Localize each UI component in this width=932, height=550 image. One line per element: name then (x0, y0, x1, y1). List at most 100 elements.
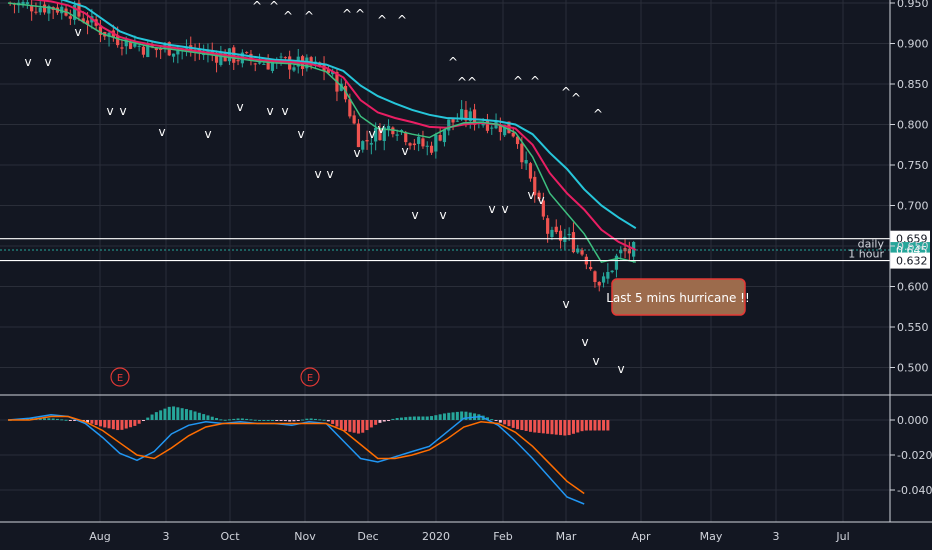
osc-y-tick-label: 0.000 (897, 414, 929, 427)
price-level-tag (890, 252, 930, 269)
earnings-marker-1[interactable] (110, 367, 130, 387)
y-tick-label: 0.700 (897, 200, 929, 213)
signal-marker: v (119, 104, 126, 118)
histogram-bar (318, 419, 322, 421)
histogram-bar (352, 420, 356, 433)
candle-body (283, 57, 287, 59)
histogram-bar (262, 420, 266, 421)
histogram-bar (223, 419, 227, 421)
histogram-bar (356, 420, 360, 434)
candle-body (30, 5, 34, 12)
candle-body (498, 124, 502, 133)
ma-fast-line (7, 2, 636, 264)
candle-body (619, 249, 623, 254)
candle-body (395, 134, 399, 136)
histogram-bar (68, 420, 72, 421)
histogram-bar (120, 420, 124, 430)
histogram-bar (206, 415, 210, 420)
signal-marker: ^ (252, 0, 262, 13)
signal-marker: v (74, 25, 81, 39)
histogram-bar (511, 420, 515, 428)
candle-body (563, 236, 567, 242)
candle-body (137, 45, 141, 47)
histogram-bar (266, 420, 270, 421)
histogram-bar (116, 420, 120, 431)
histogram-bar (236, 418, 240, 420)
candle-body (369, 143, 373, 145)
candle-body (481, 123, 485, 126)
histogram-bar (159, 410, 163, 420)
candle-body (292, 67, 296, 71)
candle-body (442, 129, 447, 143)
candle-body (361, 141, 365, 150)
candle-body (464, 109, 468, 121)
candle-body (253, 63, 257, 65)
candle-body (614, 255, 619, 270)
histogram-bar (141, 420, 145, 421)
candle-body (580, 250, 584, 255)
histogram-bar (369, 420, 373, 428)
earnings-label-1: E (117, 373, 123, 384)
candle-body (404, 132, 408, 143)
signal-marker: v (377, 122, 384, 136)
histogram-bar (288, 420, 292, 422)
candle-body (262, 63, 266, 65)
histogram-bar (133, 420, 137, 426)
histogram-bar (460, 411, 464, 420)
candle-body (567, 233, 571, 236)
candle-body (309, 57, 313, 66)
histogram-bar (180, 408, 184, 420)
signal-marker: ^ (561, 85, 571, 99)
candle-body (68, 16, 72, 19)
signal-marker: ^ (457, 75, 467, 89)
x-tick-label: 3 (163, 530, 170, 543)
histogram-bar (202, 414, 206, 420)
y-tick-label: 0.650 (897, 240, 929, 253)
signal-marker: v (439, 208, 446, 222)
signal-marker: v (297, 127, 304, 141)
y-tick-label: 0.600 (897, 281, 929, 294)
candle-body (511, 132, 515, 137)
candle-body (391, 127, 395, 135)
moving-averages (7, 0, 637, 264)
histogram-bar (559, 420, 563, 436)
candle-body (25, 2, 29, 5)
candle-body (378, 129, 382, 141)
y-tick-label: 0.800 (897, 119, 929, 132)
histogram-bar (322, 419, 326, 421)
histogram-bar (382, 420, 386, 422)
histogram-bar (348, 420, 352, 432)
candle-body (571, 232, 576, 253)
histogram-bar (571, 420, 575, 434)
candle-body (554, 226, 558, 233)
candle-body (627, 248, 631, 254)
histogram-bar (258, 420, 262, 421)
histogram-bar (335, 420, 339, 427)
histogram-bar (434, 415, 438, 420)
candle-body (597, 281, 601, 286)
histogram-bar (210, 416, 214, 420)
signal-marker: v (592, 354, 599, 368)
candle-body (326, 68, 330, 74)
histogram-bar (417, 416, 421, 420)
histogram-bar (154, 412, 158, 420)
histogram-bar (520, 420, 524, 431)
candle-body (468, 111, 472, 121)
histogram-bar (550, 420, 554, 435)
earnings-marker-2[interactable] (300, 367, 320, 387)
candle-body (382, 127, 386, 141)
candle-body (601, 276, 606, 283)
candle-body (116, 35, 120, 46)
signal-marker: v (353, 146, 360, 160)
signal-marker: v (106, 104, 113, 118)
annotation-callout: Last 5 mins hurricane !! (606, 278, 750, 316)
candle-body (593, 271, 597, 283)
candle-body (485, 119, 490, 131)
candle-body (21, 1, 25, 6)
candle-body (128, 41, 133, 49)
histogram-bar (38, 418, 42, 420)
candle-body (98, 26, 103, 35)
candle-body (503, 124, 507, 136)
candle-body (159, 48, 163, 50)
candle-body (490, 127, 494, 129)
